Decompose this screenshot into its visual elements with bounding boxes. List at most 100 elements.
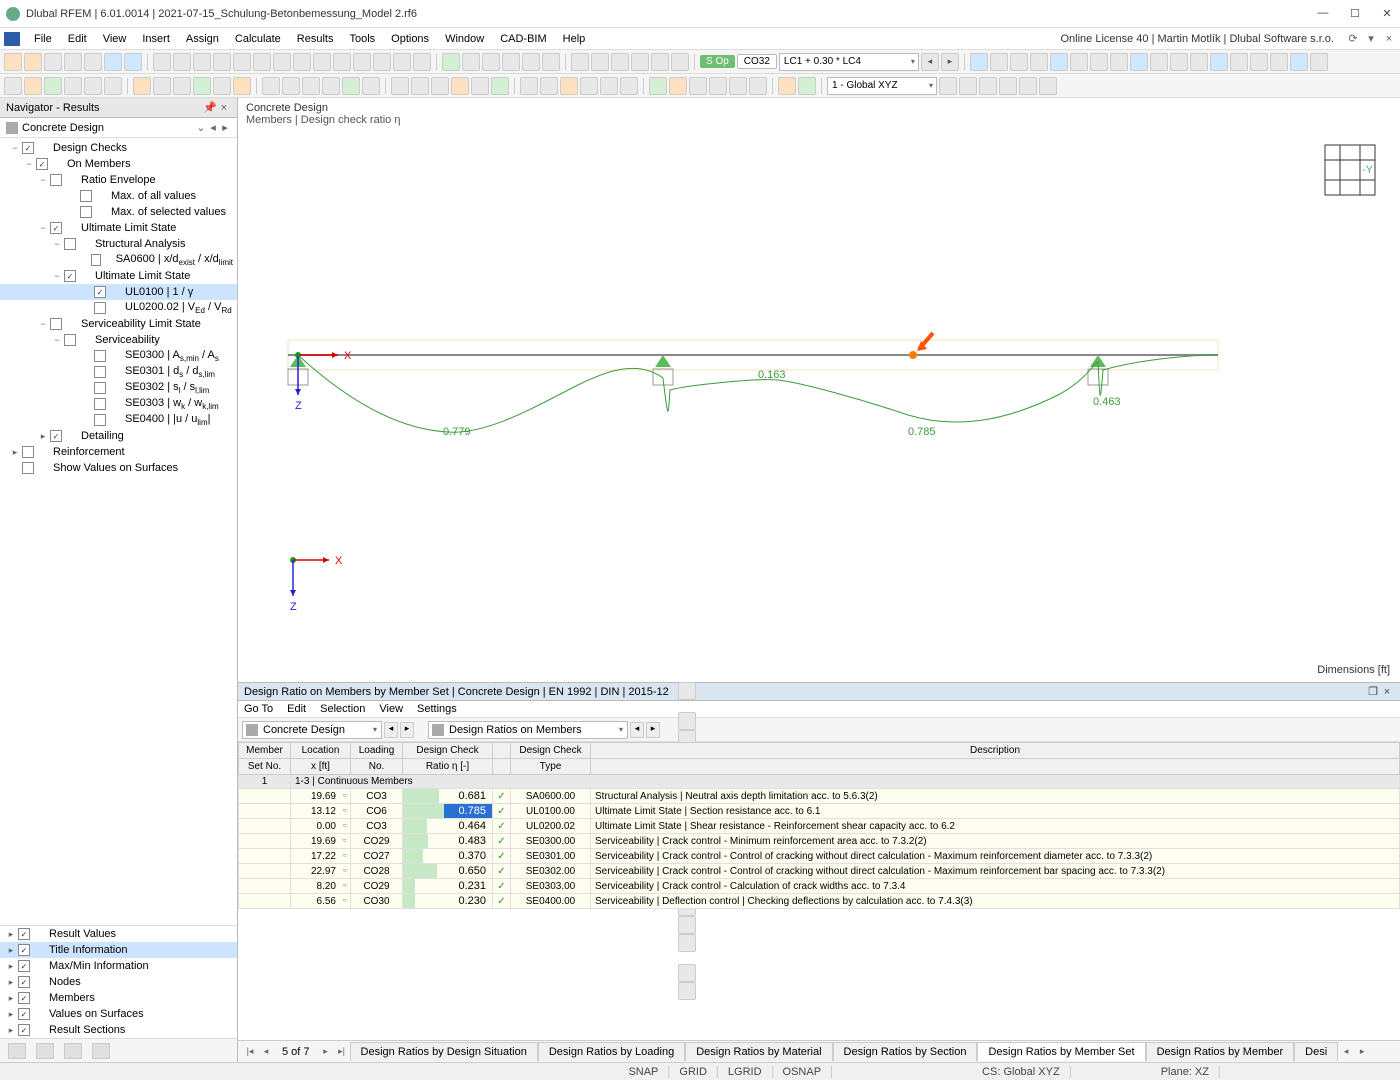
- tb-result-4[interactable]: [1050, 53, 1068, 71]
- checkbox[interactable]: [36, 158, 48, 170]
- minimize-button[interactable]: —: [1316, 7, 1330, 20]
- lc-next[interactable]: ▸: [941, 53, 959, 71]
- tb-insert-0[interactable]: [442, 53, 460, 71]
- tb2-10[interactable]: [213, 77, 231, 95]
- tree-item[interactable]: −Ultimate Limit State: [0, 220, 237, 236]
- table-row[interactable]: 19.69 CO3 0.681 ✓ SA0600.00 Structural A…: [239, 789, 1400, 804]
- model-canvas[interactable]: XZ0.7790.1630.7850.463XZ -Y Dimensions […: [238, 130, 1400, 682]
- navigator-tree[interactable]: −Design Checks−On Members−Ratio Envelope…: [0, 138, 237, 925]
- status-lgrid[interactable]: LGRID: [718, 1066, 773, 1078]
- checkbox[interactable]: [50, 430, 62, 442]
- checkbox[interactable]: [80, 190, 92, 202]
- tree-item[interactable]: SE0301 | ds / ds,lim: [0, 364, 237, 380]
- tb-result-2[interactable]: [1010, 53, 1028, 71]
- status-snap[interactable]: SNAP: [618, 1066, 669, 1078]
- nav-bottom-item[interactable]: ▸Nodes: [0, 974, 237, 990]
- checkbox[interactable]: [18, 1024, 30, 1036]
- checkbox[interactable]: [18, 960, 30, 972]
- page-last[interactable]: ▸|: [334, 1046, 350, 1057]
- maximize-button[interactable]: ☐: [1348, 7, 1362, 20]
- tree-item[interactable]: SE0400 | |u / ulim|: [0, 412, 237, 428]
- tb-result-12[interactable]: [1210, 53, 1228, 71]
- tb2-22[interactable]: [471, 77, 489, 95]
- tb-print[interactable]: [84, 53, 102, 71]
- menu-options[interactable]: Options: [383, 31, 437, 47]
- tb2-36[interactable]: [778, 77, 796, 95]
- tabs-scroll-left[interactable]: ◂: [1338, 1046, 1354, 1057]
- results-tab[interactable]: Design Ratios by Section: [833, 1042, 978, 1061]
- tb2-24[interactable]: [520, 77, 538, 95]
- checkbox[interactable]: [50, 174, 62, 186]
- th-type[interactable]: Design Check: [511, 743, 591, 759]
- tb2-3[interactable]: [64, 77, 82, 95]
- tb-insert-3[interactable]: [502, 53, 520, 71]
- tree-item[interactable]: Show Values on Surfaces: [0, 460, 237, 476]
- tb-view-13[interactable]: [413, 53, 431, 71]
- tree-item[interactable]: Max. of selected values: [0, 204, 237, 220]
- nav-bottom-item[interactable]: ▸Title Information: [0, 942, 237, 958]
- menu-results[interactable]: Results: [289, 31, 342, 47]
- res-menu-go-to[interactable]: Go To: [244, 703, 273, 715]
- checkbox[interactable]: [91, 254, 100, 266]
- nav-bottom-item[interactable]: ▸Values on Surfaces: [0, 1006, 237, 1022]
- tb2-2[interactable]: [44, 77, 62, 95]
- tb2-14[interactable]: [302, 77, 320, 95]
- footer-btn-3[interactable]: [64, 1043, 82, 1059]
- tb-insert-1[interactable]: [462, 53, 480, 71]
- results-view-combo[interactable]: Design Ratios on Members: [428, 721, 628, 739]
- checkbox[interactable]: [18, 992, 30, 1004]
- tree-item[interactable]: −Structural Analysis: [0, 236, 237, 252]
- tb2-19[interactable]: [411, 77, 429, 95]
- tb-result-10[interactable]: [1170, 53, 1188, 71]
- menu-calculate[interactable]: Calculate: [227, 31, 289, 47]
- status-grid[interactable]: GRID: [669, 1066, 718, 1078]
- tb-view-12[interactable]: [393, 53, 411, 71]
- tree-item[interactable]: −Ratio Envelope: [0, 172, 237, 188]
- tb2-end-0[interactable]: [939, 77, 957, 95]
- nav-bottom-item[interactable]: ▸Members: [0, 990, 237, 1006]
- tb-result-9[interactable]: [1150, 53, 1168, 71]
- menu-tools[interactable]: Tools: [341, 31, 383, 47]
- page-first[interactable]: |◂: [242, 1046, 258, 1057]
- tb-result-17[interactable]: [1310, 53, 1328, 71]
- tb2-7[interactable]: [153, 77, 171, 95]
- res-menu-settings[interactable]: Settings: [417, 703, 457, 715]
- checkbox[interactable]: [94, 302, 106, 314]
- page-next[interactable]: ▸: [318, 1046, 334, 1057]
- tree-item[interactable]: SE0300 | As,min / As: [0, 348, 237, 364]
- checkbox[interactable]: [64, 270, 76, 282]
- tb-undo[interactable]: [104, 53, 122, 71]
- chevron-down-icon[interactable]: ⌄: [195, 121, 207, 134]
- tb-calc-3[interactable]: [631, 53, 649, 71]
- th-desc[interactable]: Description: [591, 743, 1400, 759]
- checkbox[interactable]: [80, 206, 92, 218]
- tb2-23[interactable]: [491, 77, 509, 95]
- results-tab[interactable]: Desi: [1294, 1042, 1338, 1061]
- tb-view-11[interactable]: [373, 53, 391, 71]
- results-tab[interactable]: Design Ratios by Material: [685, 1042, 832, 1061]
- tb-result-6[interactable]: [1090, 53, 1108, 71]
- loadcase-combo[interactable]: LC1 + 0.30 * LC4: [779, 53, 919, 71]
- navigator-subtitle-bar[interactable]: Concrete Design ⌄ ◂ ▸: [0, 118, 237, 138]
- nav-prev-icon[interactable]: ◂: [207, 121, 219, 134]
- tb-save-as[interactable]: [64, 53, 82, 71]
- table-row[interactable]: 19.69 CO29 0.483 ✓ SE0300.00 Serviceabil…: [239, 834, 1400, 849]
- res-menu-view[interactable]: View: [379, 703, 403, 715]
- tb-result-14[interactable]: [1250, 53, 1268, 71]
- tb2-15[interactable]: [322, 77, 340, 95]
- menu-restore-icon[interactable]: ⟳: [1346, 32, 1360, 45]
- tb-view-0[interactable]: [153, 53, 171, 71]
- tb-calc-5[interactable]: [671, 53, 689, 71]
- footer-btn-2[interactable]: [36, 1043, 54, 1059]
- tb-result-11[interactable]: [1190, 53, 1208, 71]
- tb2-8[interactable]: [173, 77, 191, 95]
- tb-result-1[interactable]: [990, 53, 1008, 71]
- tb-result-3[interactable]: [1030, 53, 1048, 71]
- menu-cad-bim[interactable]: CAD-BIM: [492, 31, 554, 47]
- menu-insert[interactable]: Insert: [134, 31, 178, 47]
- lc-prev[interactable]: ◂: [921, 53, 939, 71]
- tb2-end-1[interactable]: [959, 77, 977, 95]
- tb2-6[interactable]: [133, 77, 151, 95]
- checkbox[interactable]: [64, 238, 76, 250]
- tabs-scroll-right[interactable]: ▸: [1354, 1046, 1370, 1057]
